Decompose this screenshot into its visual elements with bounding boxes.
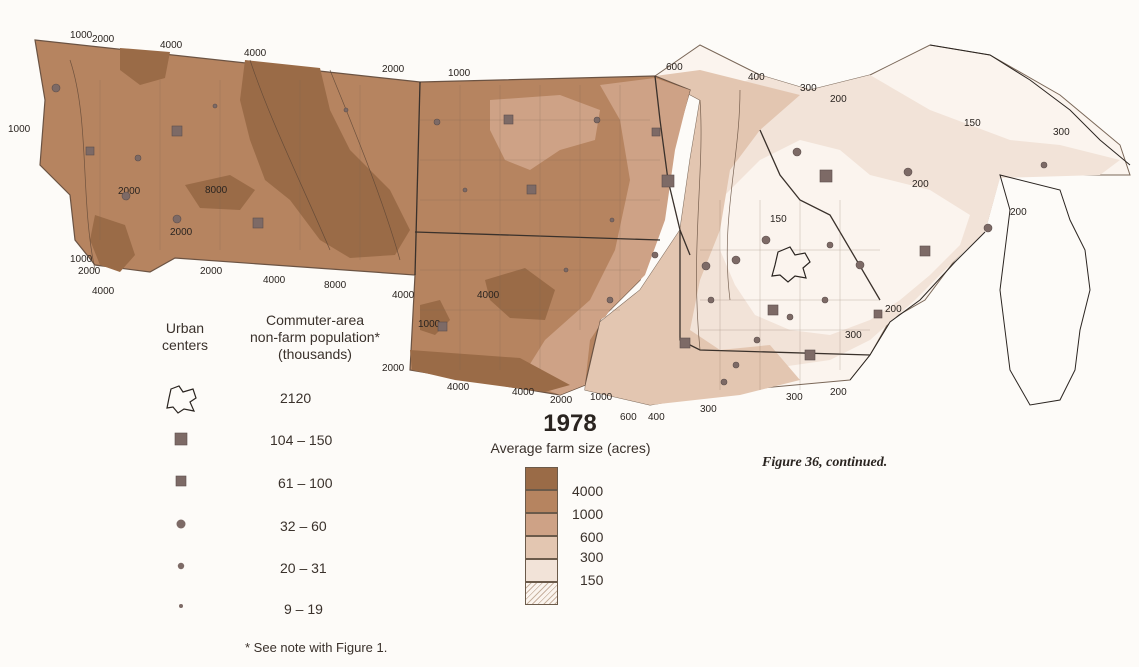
legend-value-4000: 4000: [572, 483, 604, 499]
contour-label: 600: [666, 62, 683, 73]
contour-label: 4000: [392, 290, 415, 301]
contour-label: 2000: [118, 186, 141, 197]
contour-label: 1000: [8, 124, 31, 135]
large-dot-symbol: [176, 519, 186, 529]
contour-label: 600: [620, 412, 637, 423]
contour-label: 1000: [590, 392, 613, 403]
legend-swatch-600: [525, 513, 558, 536]
contour-label: 400: [648, 412, 665, 423]
legend-year: 1978: [543, 410, 597, 437]
urban-outline-symbol: [166, 385, 197, 414]
medium-dot-symbol: [177, 562, 185, 570]
contour-label: 200: [830, 387, 847, 398]
contour-label: 1000: [70, 254, 93, 265]
legend-swatch-300: [525, 536, 558, 559]
contour-label: 1000: [448, 68, 471, 79]
legend-value-150: 150: [580, 572, 604, 588]
contour-label: 4000: [477, 290, 500, 301]
legend-value-300: 300: [580, 549, 604, 565]
contour-label: 1000: [70, 30, 93, 41]
legend-swatch-4000: [525, 467, 558, 490]
footnote: * See note with Figure 1.: [245, 640, 388, 655]
contour-label: 300: [845, 330, 862, 341]
contour-label: 4000: [512, 387, 535, 398]
contour-label: 2000: [92, 34, 115, 45]
contour-label: 2000: [382, 363, 405, 374]
small-dot-symbol: [179, 604, 183, 608]
contour-label: 2000: [78, 266, 101, 277]
urban-legend-heading-right: Commuter-area non-farm population* (thou…: [250, 312, 380, 362]
legend-value-1000: 1000: [572, 506, 604, 522]
contour-label: 4000: [447, 382, 470, 393]
contour-label: 4000: [160, 40, 183, 51]
legend-swatch-below-150: [525, 582, 558, 605]
contour-label: 2000: [382, 64, 405, 75]
region-600: [520, 78, 690, 395]
upper-peninsula-shore: [929, 44, 1131, 166]
lake-michigan-shore: [999, 174, 1091, 406]
urban-value-20-31: 20 – 31: [280, 560, 327, 576]
region-4000: [90, 48, 570, 392]
urban-value-104-150: 104 – 150: [270, 432, 333, 448]
contour-label: 1000: [418, 319, 441, 330]
contour-label: 300: [786, 392, 803, 403]
contour-label: 400: [748, 72, 765, 83]
contour-label: 200: [912, 179, 929, 190]
urban-value-9-19: 9 – 19: [284, 601, 323, 617]
figure-caption: Figure 36, continued.: [762, 455, 888, 470]
contour-label: 2000: [170, 227, 193, 238]
contour-label: 2000: [550, 395, 573, 406]
region-600-pocket: [490, 95, 600, 170]
urban-value-61-100: 61 – 100: [278, 475, 333, 491]
contour-label: 150: [964, 118, 981, 129]
urban-value-32-60: 32 – 60: [280, 518, 327, 534]
contour-lines: [69, 59, 741, 351]
urban-center-outline-map: [771, 246, 811, 283]
legend-swatch-150: [525, 559, 558, 582]
region-below-150: [720, 140, 970, 335]
legend-value-600: 600: [580, 529, 604, 545]
contour-label: 200: [1010, 207, 1027, 218]
contour-label: 300: [1053, 127, 1070, 138]
contour-label: 4000: [92, 286, 115, 297]
contour-label: 150: [770, 214, 787, 225]
contour-label: 300: [700, 404, 717, 415]
contour-label: 300: [800, 83, 817, 94]
legend-subtitle: Average farm size (acres): [490, 440, 651, 456]
wi-lake-shore: [849, 231, 986, 381]
large-square-symbol: [174, 432, 188, 446]
region-300: [585, 70, 800, 405]
urban-symbols: [51, 83, 1048, 386]
contour-label: 2000: [200, 266, 223, 277]
contour-label: 8000: [324, 280, 347, 291]
legend-swatch-1000: [525, 490, 558, 513]
urban-legend-heading-left: Urban centers: [162, 320, 208, 353]
small-square-symbol: [175, 475, 187, 487]
contour-label: 200: [830, 94, 847, 105]
contour-label: 200: [885, 304, 902, 315]
urban-value-2120: 2120: [280, 390, 312, 406]
contour-label: 8000: [205, 185, 228, 196]
contour-label: 4000: [263, 275, 286, 286]
contour-label: 4000: [244, 48, 267, 59]
